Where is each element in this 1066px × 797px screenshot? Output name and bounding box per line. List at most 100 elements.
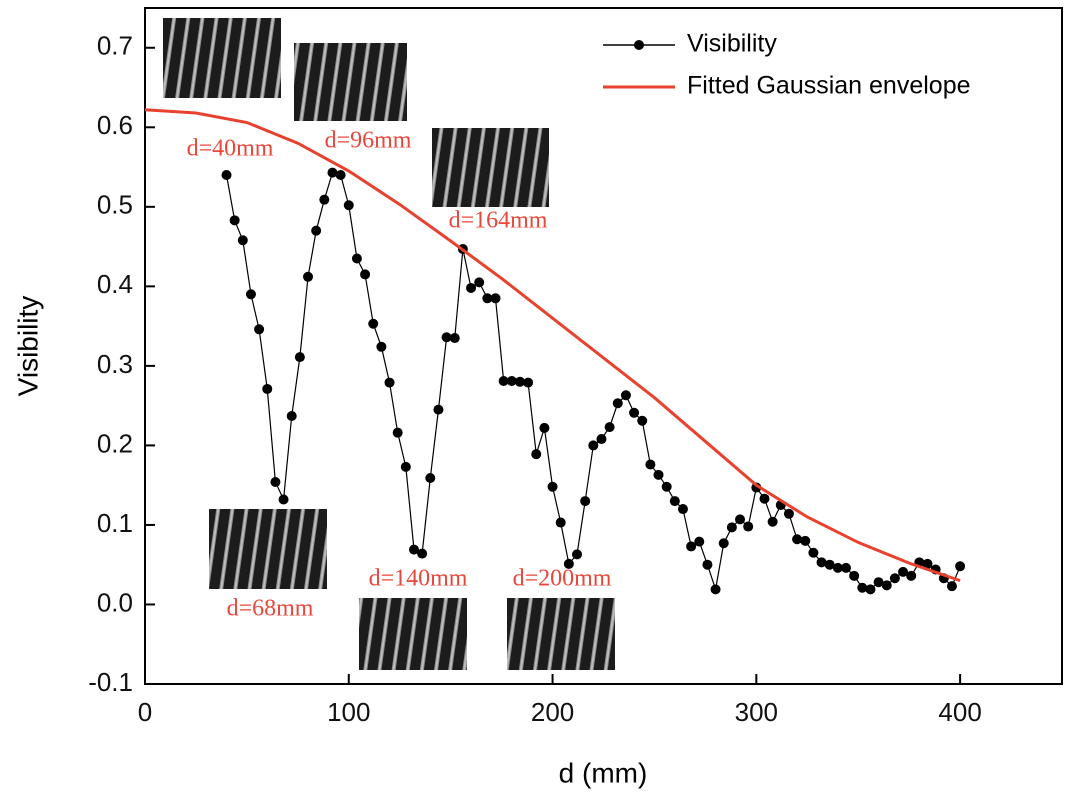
data-point	[368, 318, 379, 329]
data-point	[278, 494, 289, 505]
data-point	[262, 383, 273, 394]
annotation: d=164mm	[449, 208, 548, 234]
data-point	[857, 582, 868, 593]
data-point	[653, 469, 664, 480]
x-tick-label: 300	[735, 697, 778, 727]
data-point	[604, 422, 615, 433]
data-point	[620, 390, 631, 401]
data-point	[408, 544, 419, 555]
data-point	[425, 473, 436, 484]
x-tick-label: 0	[138, 697, 152, 727]
data-point	[400, 461, 411, 472]
insets	[163, 18, 615, 670]
y-tick-label: 0.0	[97, 587, 133, 617]
data-point	[351, 253, 362, 264]
inset-image	[163, 18, 281, 98]
data-point	[360, 269, 371, 280]
y-axis-label: Visibility	[12, 296, 43, 397]
series-line	[144, 108, 961, 583]
annotation: d=40mm	[187, 136, 274, 162]
y-tick-label: 0.2	[97, 428, 133, 458]
data-point	[816, 557, 827, 568]
data-point	[254, 324, 265, 335]
data-point	[384, 377, 395, 388]
data-point	[335, 170, 346, 181]
data-point	[433, 404, 444, 415]
inset-image	[359, 598, 467, 670]
data-point	[800, 535, 811, 546]
data-point	[303, 271, 314, 282]
data-point	[474, 277, 485, 288]
data-point	[572, 549, 583, 560]
data-point	[221, 170, 232, 181]
data-point	[539, 422, 550, 433]
y-tick-label: 0.6	[97, 110, 133, 140]
annotation: d=200mm	[513, 566, 612, 592]
plot-frame	[144, 7, 1063, 685]
legend-marker	[634, 40, 644, 50]
data-point	[392, 427, 403, 438]
data-point	[669, 496, 680, 507]
data-point	[824, 559, 835, 570]
data-point	[629, 407, 640, 418]
data-point	[637, 415, 648, 426]
x-tick-label: 100	[327, 697, 370, 727]
data-point	[873, 577, 884, 588]
data-point	[319, 194, 330, 205]
data-point	[832, 562, 843, 573]
data-point	[735, 514, 746, 525]
data-point	[889, 573, 900, 584]
x-tick-label: 400	[938, 697, 981, 727]
data-point	[710, 584, 721, 595]
data-point	[718, 538, 729, 549]
data-point	[580, 496, 591, 507]
data-point	[531, 449, 542, 460]
legend-label: Visibility	[687, 30, 777, 58]
data-point	[702, 559, 713, 570]
data-point	[783, 508, 794, 519]
data-point	[906, 570, 917, 581]
data-point	[376, 341, 387, 352]
data-point	[327, 167, 338, 178]
inset-image	[209, 509, 327, 589]
y-tick-label: 0.1	[97, 508, 133, 538]
y-tick-label: 0.5	[97, 190, 133, 220]
series-line	[225, 171, 961, 591]
data-point	[865, 584, 876, 595]
annotation: d=68mm	[227, 596, 314, 622]
data-point	[547, 481, 558, 492]
data-point	[270, 476, 281, 487]
data-point	[596, 434, 607, 445]
data-point	[686, 541, 697, 552]
data-point	[661, 481, 672, 492]
y-tick-label: -0.1	[88, 667, 133, 697]
data-point	[555, 517, 566, 528]
data-point	[881, 580, 892, 591]
data-point	[645, 459, 656, 470]
inset-image	[432, 128, 549, 207]
data-point	[946, 581, 957, 592]
data-point	[588, 440, 599, 451]
data-point	[343, 200, 354, 211]
data-point	[294, 352, 305, 363]
data-point	[563, 558, 574, 569]
y-tick-label: 0.7	[97, 31, 133, 61]
data-point	[726, 522, 737, 533]
annotation: d=140mm	[369, 566, 468, 592]
data-point	[898, 566, 909, 577]
data-point	[449, 333, 460, 344]
data-point	[490, 293, 501, 304]
data-point	[441, 332, 452, 343]
data-point	[759, 493, 770, 504]
y-tick-label: 0.3	[97, 349, 133, 379]
data-point	[482, 293, 493, 304]
data-point	[514, 376, 525, 387]
data-point	[466, 282, 477, 293]
data-point	[417, 548, 428, 559]
data-point	[694, 536, 705, 547]
legend-label: Fitted Gaussian envelope	[687, 72, 971, 100]
annotations: d=40mm d=96mm d=164mm d=68mm d=140mm d=2…	[187, 128, 612, 622]
data-point	[237, 235, 248, 246]
inset-image	[294, 43, 407, 121]
